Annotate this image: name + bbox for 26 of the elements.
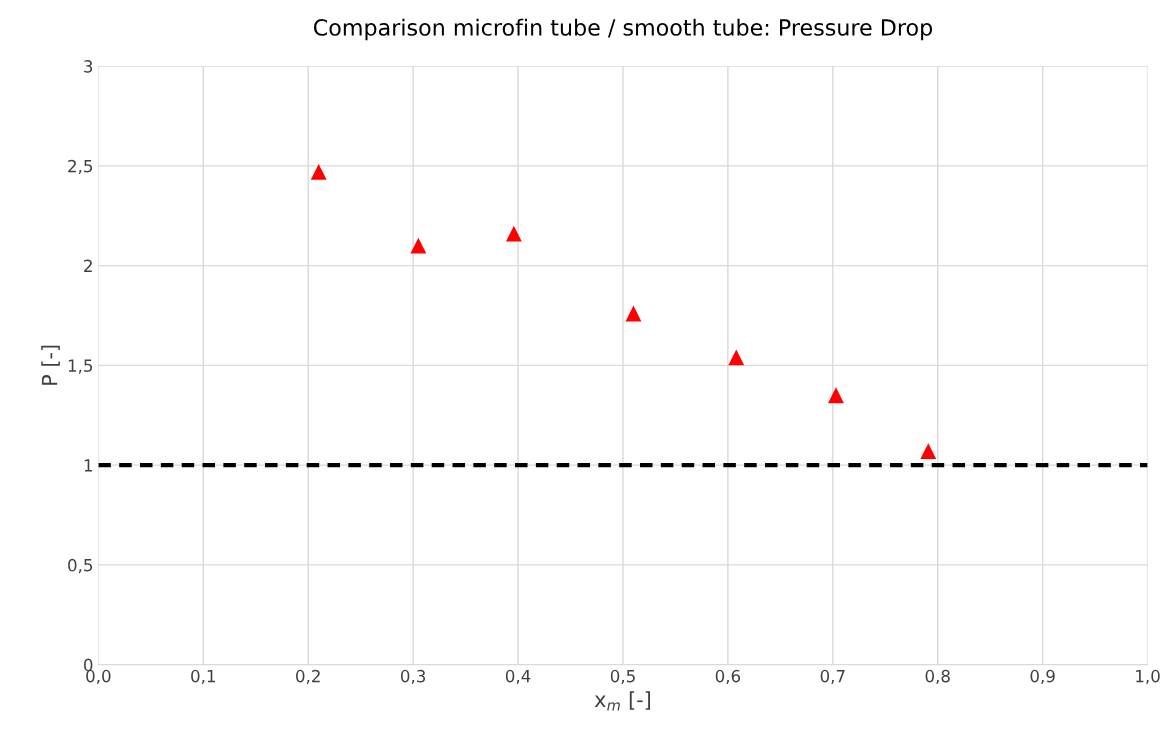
x-tick-label: 0,7 xyxy=(820,669,845,685)
chart-title: Comparison microfin tube / smooth tube: Pressure Drop xyxy=(313,18,933,41)
x-tick-label: 0,4 xyxy=(505,669,531,685)
point xyxy=(410,237,427,254)
x-tick-label: 0,2 xyxy=(296,669,320,685)
y-tick-label: 1 xyxy=(84,459,92,472)
point xyxy=(505,225,522,242)
point xyxy=(310,163,327,180)
x-tick-label: 0,6 xyxy=(715,669,741,685)
y-tick-label: 0,5 xyxy=(68,558,93,574)
x-axis-title: x$_{m}$ [-] xyxy=(594,691,651,711)
y-tick-label: 2 xyxy=(84,259,92,272)
x-tick-label: 0,1 xyxy=(191,669,215,685)
point xyxy=(625,305,642,322)
x-tick-label: 0,3 xyxy=(400,669,426,685)
x-tick-label: 1,0 xyxy=(1136,669,1160,685)
point xyxy=(920,443,937,460)
y-tick-label: 1,5 xyxy=(68,359,93,374)
y-tick-label: 3 xyxy=(84,60,93,73)
y-tick-label: 2,5 xyxy=(68,159,93,175)
point xyxy=(828,387,844,404)
x-tick-label: 0,5 xyxy=(610,669,635,685)
y-axis-title: P [-] xyxy=(41,345,60,385)
x-tick-label: 0,8 xyxy=(925,669,950,685)
x-tick-label: 0,9 xyxy=(1030,669,1055,685)
point xyxy=(728,349,745,366)
